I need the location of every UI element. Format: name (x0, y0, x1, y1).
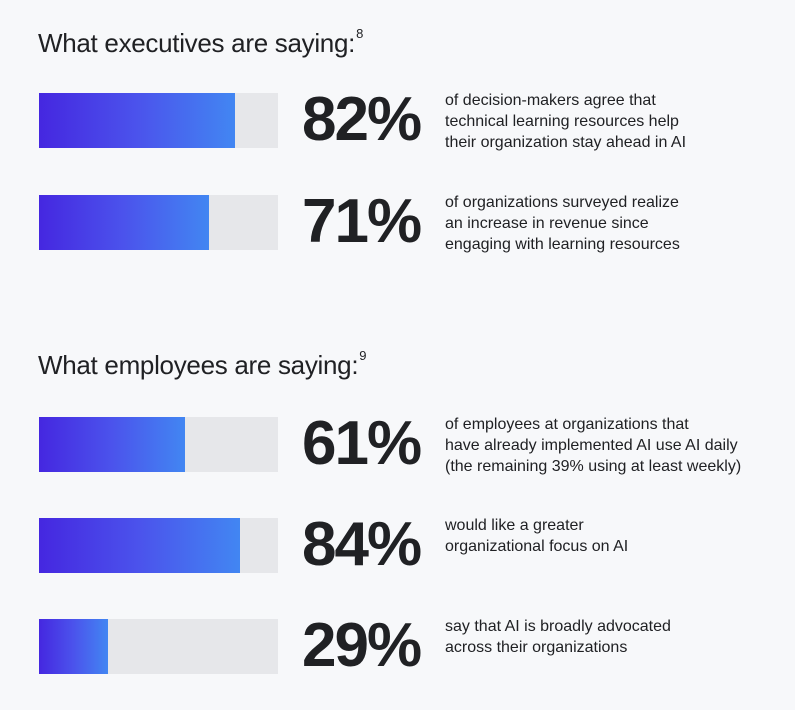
stat-description: say that AI is broadly advocated across … (445, 618, 671, 656)
stat-description: of decision-makers agree that technical … (445, 92, 687, 151)
employees-title-text: What employees are saying: (38, 350, 359, 380)
bar-fill (39, 417, 185, 472)
stat-description: of organizations surveyed realize an inc… (445, 194, 680, 253)
stat-value: 29% (302, 611, 422, 680)
executives-stat-row: 71% of organizations surveyed realize an… (0, 189, 795, 255)
executives-title-text: What executives are saying: (38, 28, 356, 58)
employees-stat-row: 61% of employees at organizations that h… (0, 411, 795, 477)
executives-section-title: What executives are saying:8 (38, 26, 363, 59)
bar-fill (39, 619, 109, 674)
bar-track (39, 93, 278, 148)
bar-fill (39, 518, 240, 573)
executives-footnote: 8 (356, 26, 363, 41)
executives-stat-row: 82% of decision-makers agree that techni… (0, 87, 795, 153)
stat-value: 71% (302, 187, 422, 256)
stat-value: 61% (302, 409, 422, 478)
bar-track (39, 619, 278, 674)
bar-fill (39, 195, 209, 250)
employees-section-title: What employees are saying:9 (38, 348, 367, 381)
employees-stat-row: 29% say that AI is broadly advocated acr… (0, 613, 795, 679)
bar-track (39, 417, 278, 472)
bar-track (39, 195, 278, 250)
employees-footnote: 9 (359, 348, 367, 363)
stat-value: 82% (302, 85, 422, 154)
stat-description: of employees at organizations that have … (445, 416, 742, 475)
bar-track (39, 518, 278, 573)
stat-value: 84% (302, 510, 422, 579)
bar-fill (39, 93, 235, 148)
employees-stat-row: 84% would like a greater organizational … (0, 512, 795, 578)
stat-description: would like a greater organizational focu… (445, 517, 629, 555)
